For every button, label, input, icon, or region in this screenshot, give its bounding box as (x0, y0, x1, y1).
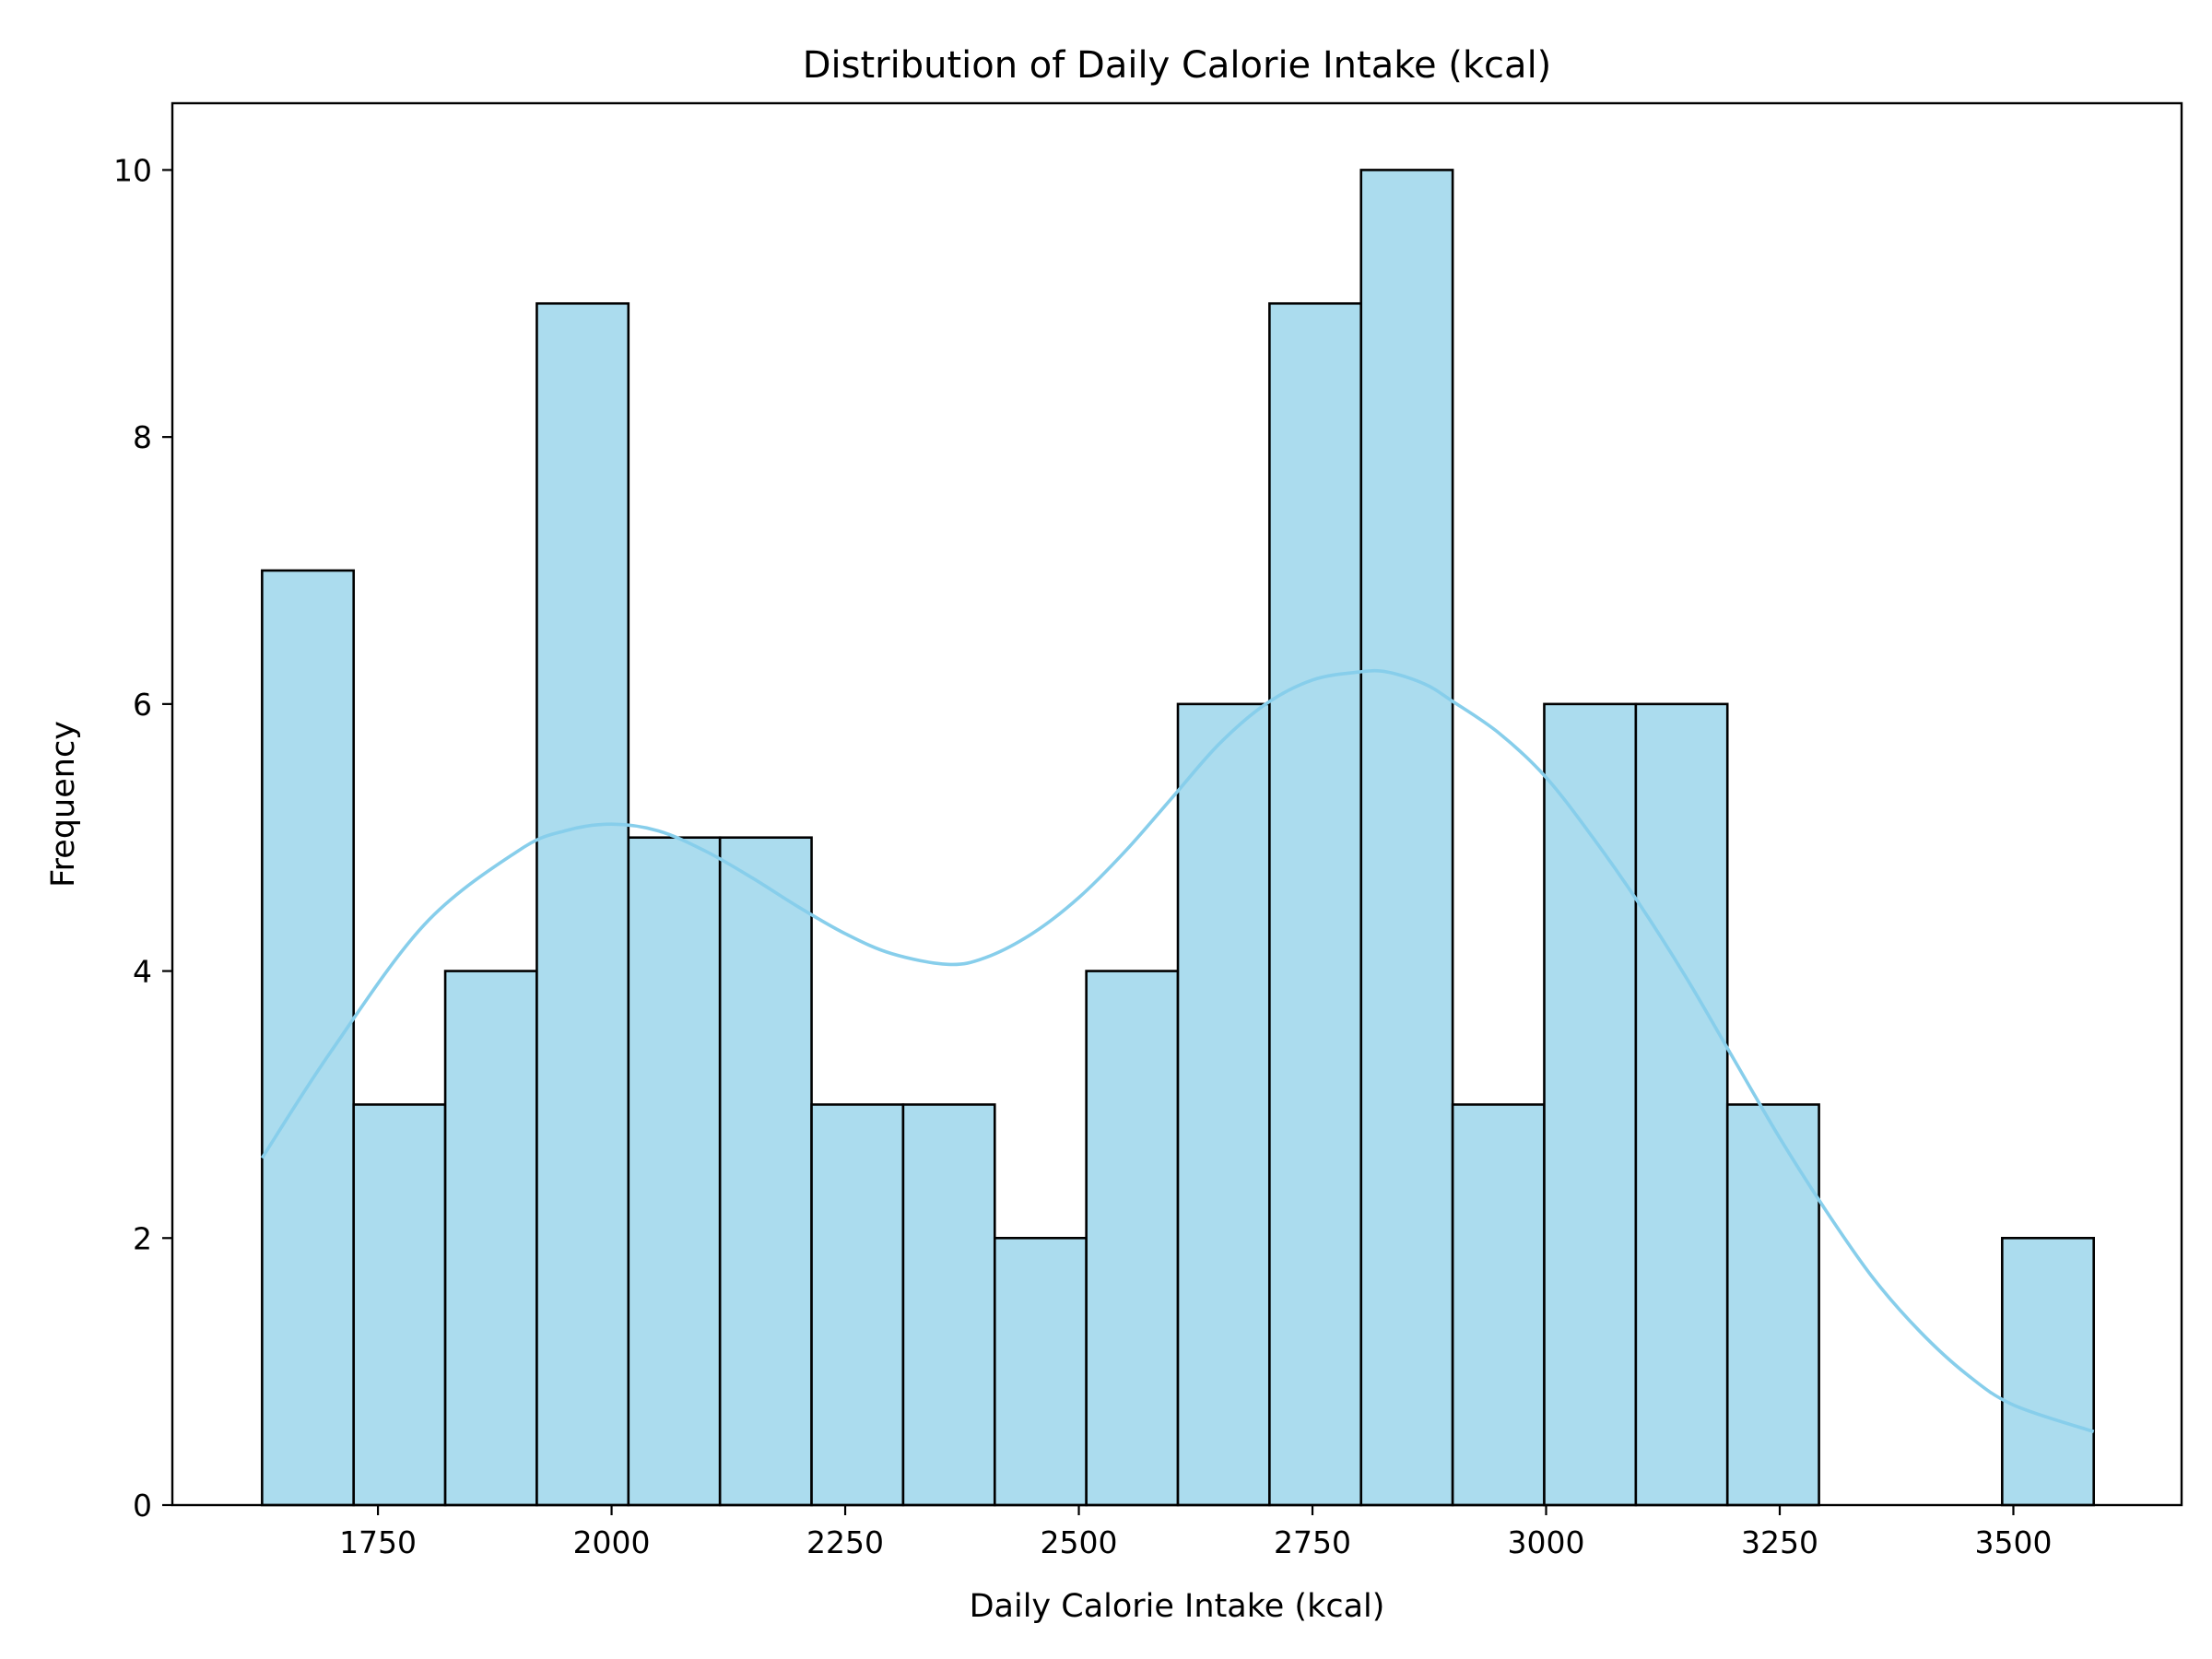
y-tick-label: 0 (133, 1488, 152, 1524)
histogram-bar (352, 1103, 447, 1507)
y-tick-label: 8 (133, 419, 152, 455)
y-tick-label: 10 (113, 152, 152, 188)
x-tick-label: 2000 (573, 1524, 651, 1560)
y-tick-label: 6 (133, 687, 152, 723)
y-tick-label: 4 (133, 954, 152, 990)
x-tick-label: 1750 (339, 1524, 417, 1560)
histogram-bar (1725, 1103, 1820, 1507)
histogram-bar (627, 836, 722, 1507)
histogram-bar (993, 1236, 1088, 1507)
x-tick-label: 2500 (1041, 1524, 1118, 1560)
histogram-bar (718, 836, 813, 1507)
histogram-bar (1176, 702, 1271, 1507)
histogram-bar (1543, 702, 1638, 1507)
x-tick-label: 2750 (1274, 1524, 1351, 1560)
x-axis-label: Daily Calorie Intake (kcal) (970, 1588, 1385, 1625)
histogram-bar (1359, 169, 1454, 1507)
x-tick-label: 3500 (1974, 1524, 2052, 1560)
histogram-bar (443, 970, 538, 1507)
plot-frame (171, 101, 2183, 1507)
histogram-bar (810, 1103, 905, 1507)
y-axis-ticks: 0 2 4 6 8 10 (113, 152, 172, 1524)
histogram-bar (901, 1103, 996, 1507)
histogram-bars (261, 169, 2095, 1507)
x-tick-label: 2250 (806, 1524, 884, 1560)
histogram-bar (1451, 1103, 1546, 1507)
histogram-bar (535, 301, 630, 1507)
y-tick-label: 2 (133, 1220, 152, 1256)
histogram-bar (1085, 970, 1180, 1507)
histogram-bar (261, 569, 356, 1507)
histogram-bar (2001, 1236, 2095, 1507)
x-tick-label: 3250 (1741, 1524, 1818, 1560)
chart-title: Distribution of Daily Calorie Intake (kc… (803, 44, 1552, 87)
kde-curve (260, 668, 2095, 1434)
x-axis-ticks: 1750 2000 2250 2500 2750 3000 3250 3500 (339, 1505, 2052, 1560)
y-axis-label: Frequency (45, 721, 82, 888)
x-tick-label: 3000 (1508, 1524, 1585, 1560)
histogram-bar (1268, 301, 1363, 1507)
histogram-bar (1634, 702, 1729, 1507)
